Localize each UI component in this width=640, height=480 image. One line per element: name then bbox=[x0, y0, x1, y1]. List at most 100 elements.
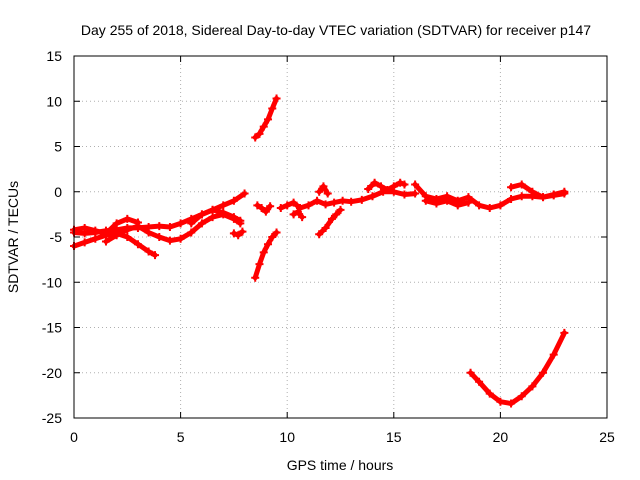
data-point bbox=[133, 240, 142, 249]
data-series bbox=[70, 94, 569, 408]
data-point bbox=[338, 196, 347, 205]
data-point bbox=[496, 201, 505, 210]
x-tick-label: 5 bbox=[177, 429, 185, 445]
data-point bbox=[289, 198, 298, 207]
data-point bbox=[197, 210, 206, 219]
data-point bbox=[517, 392, 526, 401]
data-point bbox=[155, 222, 164, 231]
data-point bbox=[112, 219, 121, 228]
y-tick-label: 15 bbox=[46, 48, 62, 64]
data-point bbox=[507, 183, 516, 192]
data-point bbox=[466, 368, 475, 377]
data-point bbox=[549, 190, 558, 199]
data-point bbox=[357, 195, 366, 204]
data-point bbox=[187, 228, 196, 237]
x-tick-label: 10 bbox=[279, 429, 295, 445]
data-point bbox=[332, 210, 341, 219]
data-point bbox=[298, 213, 307, 222]
grid-lines bbox=[74, 56, 607, 418]
x-tick-label: 15 bbox=[386, 429, 402, 445]
data-point bbox=[259, 122, 268, 131]
data-point bbox=[261, 207, 270, 216]
data-point bbox=[165, 236, 174, 245]
data-point bbox=[144, 247, 153, 256]
data-point bbox=[234, 231, 243, 240]
data-point bbox=[266, 202, 275, 211]
data-point bbox=[432, 199, 441, 208]
data-point bbox=[347, 197, 356, 206]
chart-title: Day 255 of 2018, Sidereal Day-to-day VTE… bbox=[81, 22, 591, 38]
data-point bbox=[91, 226, 100, 235]
data-point bbox=[238, 227, 247, 236]
data-point bbox=[240, 189, 249, 198]
data-point bbox=[155, 233, 164, 241]
data-point bbox=[396, 178, 405, 187]
y-axis-ticks: -25 -20 -15 -10 -5 0 5 10 15 bbox=[42, 48, 607, 426]
data-point bbox=[208, 205, 217, 214]
data-point bbox=[323, 189, 332, 198]
data-point bbox=[112, 231, 121, 240]
data-point bbox=[370, 178, 379, 187]
data-point bbox=[475, 201, 484, 210]
data-point bbox=[151, 251, 160, 260]
data-point bbox=[560, 187, 569, 196]
data-point bbox=[268, 104, 277, 113]
data-point bbox=[443, 196, 452, 205]
data-point bbox=[539, 368, 548, 377]
data-point bbox=[255, 129, 264, 138]
data-point bbox=[123, 214, 132, 223]
data-point bbox=[133, 218, 142, 227]
data-point bbox=[549, 350, 558, 359]
data-point bbox=[315, 230, 324, 239]
data-point bbox=[517, 180, 526, 189]
data-point bbox=[321, 223, 330, 232]
data-point bbox=[289, 210, 298, 219]
data-point bbox=[485, 389, 494, 398]
y-tick-label: -15 bbox=[42, 320, 62, 336]
y-tick-label: 10 bbox=[46, 93, 62, 109]
y-tick-label: -5 bbox=[50, 229, 63, 245]
data-point bbox=[327, 214, 336, 223]
data-point bbox=[264, 240, 273, 249]
data-point bbox=[80, 223, 89, 232]
data-point bbox=[165, 223, 174, 232]
data-point bbox=[197, 219, 206, 228]
data-point bbox=[364, 185, 373, 194]
x-axis-ticks: 0 5 10 15 20 25 bbox=[70, 56, 615, 445]
data-point bbox=[400, 190, 409, 199]
data-point bbox=[464, 198, 473, 207]
data-point bbox=[144, 228, 153, 237]
series-track-h bbox=[252, 230, 279, 281]
data-point bbox=[411, 180, 420, 189]
data-point bbox=[101, 229, 110, 238]
y-tick-label: -25 bbox=[42, 410, 62, 426]
data-point bbox=[485, 204, 494, 213]
data-point bbox=[517, 192, 526, 201]
data-point bbox=[528, 187, 537, 196]
data-point bbox=[236, 216, 245, 225]
y-tick-label: 0 bbox=[54, 184, 62, 200]
data-point bbox=[315, 187, 324, 196]
data-point bbox=[268, 233, 277, 241]
x-tick-label: 20 bbox=[493, 429, 509, 445]
data-point bbox=[421, 196, 430, 205]
data-point bbox=[560, 328, 569, 337]
data-point bbox=[368, 192, 377, 201]
data-point bbox=[453, 201, 462, 210]
data-point bbox=[293, 207, 302, 216]
data-point bbox=[251, 273, 260, 282]
data-point bbox=[507, 399, 516, 408]
data-point bbox=[255, 260, 264, 269]
data-point bbox=[176, 219, 185, 228]
data-point bbox=[272, 228, 281, 237]
x-axis-label: GPS time / hours bbox=[287, 457, 394, 473]
data-point bbox=[400, 180, 409, 189]
data-point bbox=[475, 377, 484, 386]
data-point bbox=[257, 204, 266, 213]
data-point bbox=[91, 234, 100, 243]
data-point bbox=[283, 201, 292, 210]
data-point bbox=[496, 397, 505, 406]
data-point bbox=[219, 201, 228, 210]
series-track-i bbox=[254, 202, 273, 215]
